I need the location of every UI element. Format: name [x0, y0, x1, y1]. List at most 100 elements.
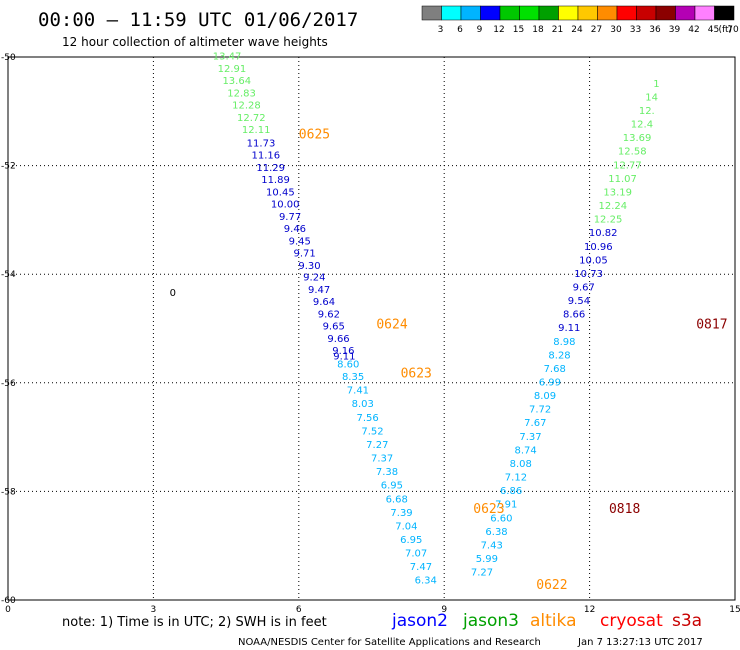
legend-tick-label: 9 — [477, 25, 483, 35]
legend-tick-label: 21 — [552, 25, 563, 35]
data-point: 8.28 — [548, 350, 570, 361]
data-point: 9.47 — [308, 285, 330, 296]
legend-tick-label: 39 — [669, 25, 681, 35]
data-point: 8.08 — [510, 459, 532, 470]
data-point: 7.68 — [544, 364, 566, 375]
pass-time-label: 0622 — [536, 578, 567, 593]
pass-time-label: 0623 — [401, 366, 432, 381]
y-tick-label: -52 — [1, 162, 16, 172]
legend-swatch — [538, 5, 559, 21]
data-point: 11.73 — [247, 139, 276, 150]
data-point: 11.07 — [608, 174, 637, 185]
legend-tick-label: 33 — [630, 25, 641, 35]
legend-tick-label: 45 — [708, 25, 719, 35]
data-point: 9.24 — [303, 273, 325, 284]
data-point: 12.11 — [242, 125, 271, 136]
data-point: 7.56 — [356, 413, 378, 424]
legend-swatch — [694, 5, 715, 21]
legend-swatch — [655, 5, 676, 21]
legend-swatch — [714, 5, 735, 21]
data-point: 7.39 — [390, 508, 412, 519]
legend-tick-label: 70 — [727, 25, 739, 35]
stray-label: 0 — [170, 288, 176, 299]
legend-swatch — [636, 5, 657, 21]
data-point: 9.66 — [327, 334, 349, 345]
data-point: 5.99 — [476, 554, 498, 565]
data-point: 6.68 — [386, 494, 408, 505]
legend-tick-label: 3 — [438, 25, 444, 35]
x-tick-label: 0 — [5, 605, 11, 615]
legend-swatch — [460, 5, 481, 21]
data-point: 7.07 — [405, 549, 427, 560]
data-point: 6.60 — [490, 513, 512, 524]
data-point: 10.96 — [584, 242, 613, 253]
legend-swatch — [499, 5, 520, 21]
legend-swatch — [421, 5, 442, 21]
data-point: 6.95 — [381, 481, 403, 492]
legend-swatch — [597, 5, 618, 21]
legend-swatch — [616, 5, 637, 21]
data-point: 12.91 — [218, 64, 247, 75]
data-point: 12.83 — [227, 89, 256, 100]
data-point: 10.82 — [589, 228, 618, 239]
data-point: 8.98 — [553, 337, 575, 348]
data-point: 12.72 — [237, 113, 266, 124]
pass-time-label: 0625 — [299, 127, 330, 142]
data-point: 11.89 — [261, 175, 290, 186]
y-tick-label: -50 — [1, 53, 16, 63]
data-point: 13.64 — [222, 76, 251, 87]
data-point: 8.74 — [514, 445, 536, 456]
data-point: 9.62 — [318, 310, 340, 321]
data-point: 8.66 — [563, 310, 585, 321]
legend-tick-label: 30 — [610, 25, 622, 35]
data-point: 9.11 — [558, 323, 580, 334]
legend-swatch — [480, 5, 501, 21]
data-point: 12.28 — [232, 101, 261, 112]
data-point: 7.27 — [366, 440, 388, 451]
legend-swatch — [577, 5, 598, 21]
data-point: 8.60 — [337, 360, 359, 371]
y-tick-label: -60 — [1, 596, 16, 606]
pass-time-label: 0623 — [473, 502, 504, 517]
legend-tick-label: 42 — [688, 25, 699, 35]
x-tick-label: 15 — [729, 605, 740, 615]
data-point: 10.45 — [266, 187, 295, 198]
data-point: 7.38 — [376, 467, 398, 478]
data-point: 12.24 — [599, 201, 628, 212]
data-point: 10.73 — [574, 269, 603, 280]
y-tick-label: -58 — [1, 487, 16, 497]
page-title: 00:00 – 11:59 UTC 01/06/2017 — [38, 9, 358, 31]
satellite-legend-altika: altika — [530, 611, 577, 631]
data-point: 7.52 — [361, 426, 383, 437]
footer-credit: NOAA/NESDIS Center for Satellite Applica… — [238, 637, 541, 648]
data-point: 7.12 — [505, 473, 527, 484]
legend-tick-label: 15 — [513, 25, 524, 35]
data-point: 6.99 — [539, 378, 561, 389]
data-point: 13.69 — [623, 133, 652, 144]
data-point: 12.77 — [613, 160, 642, 171]
data-point: 7.43 — [481, 540, 503, 551]
data-point: 9.77 — [279, 212, 301, 223]
data-point: 9.46 — [284, 224, 306, 235]
satellite-legend-jason3: jason3 — [462, 611, 519, 631]
data-point: 9.67 — [573, 282, 595, 293]
data-point: 9.16 — [332, 346, 354, 357]
data-point: 8.03 — [352, 399, 374, 410]
legend-swatch — [558, 5, 579, 21]
pass-time-label: 0817 — [696, 318, 727, 333]
legend-swatch — [675, 5, 696, 21]
data-point: 7.72 — [529, 405, 551, 416]
data-point: 7.91 — [495, 500, 517, 511]
data-point: 1 — [653, 79, 659, 90]
footer-note: note: 1) Time is in UTC; 2) SWH is in fe… — [62, 615, 327, 630]
data-point: 9.71 — [293, 248, 315, 259]
data-point: 9.65 — [323, 322, 345, 333]
data-point: 12.25 — [594, 215, 623, 226]
legend-tick-label: 6 — [457, 25, 463, 35]
data-point: 7.41 — [347, 386, 369, 397]
data-point: 7.47 — [410, 562, 432, 573]
data-point: 8.35 — [342, 372, 364, 383]
data-point: 12.4 — [631, 120, 653, 131]
data-point: 6.38 — [485, 527, 507, 538]
x-tick-label: 6 — [296, 605, 302, 615]
